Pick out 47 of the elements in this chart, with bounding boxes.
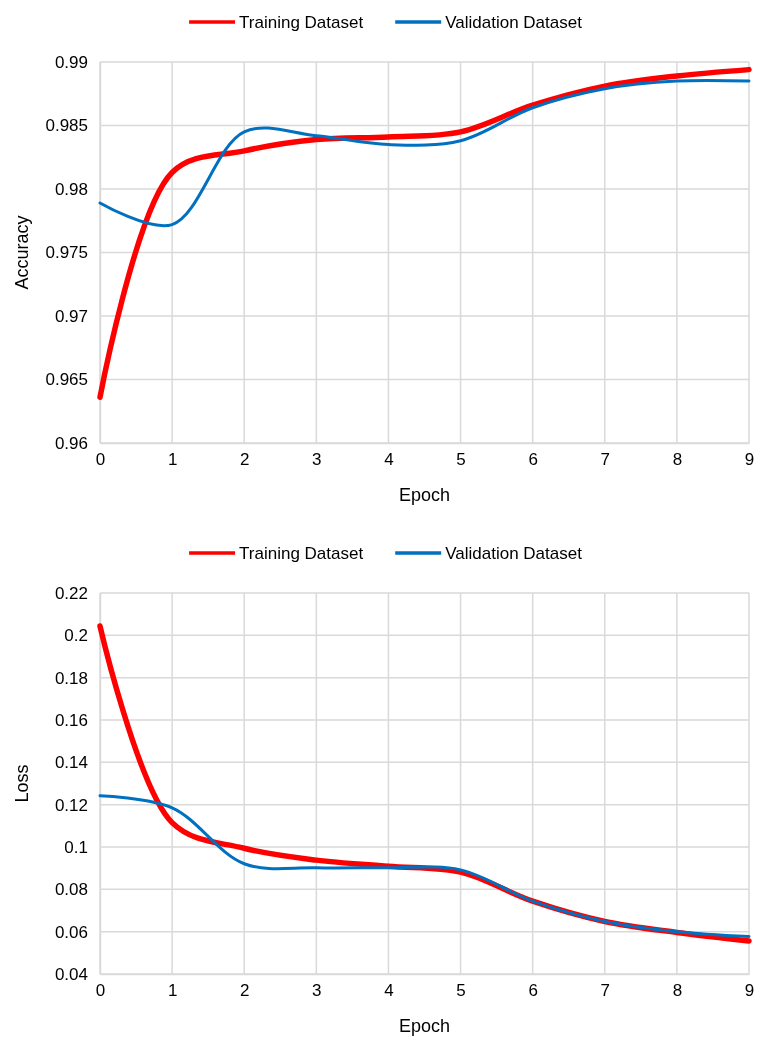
x-tick-label: 2	[239, 981, 250, 1001]
x-axis-title: Epoch	[398, 485, 451, 505]
y-tick-label: 0.965	[45, 370, 88, 390]
x-tick-label: 9	[744, 450, 755, 470]
y-axis-title: Accuracy	[12, 215, 32, 290]
x-tick-label: 8	[672, 981, 683, 1001]
x-tick-label: 3	[312, 981, 322, 1001]
line-series	[98, 79, 751, 228]
x-tick-label: 2	[239, 450, 250, 470]
y-tick-label: 0.1	[64, 837, 88, 857]
y-tick-label: 0.2	[64, 626, 88, 646]
x-tick-label: 5	[456, 450, 466, 470]
x-tick-label: 5	[456, 981, 466, 1001]
y-tick-label: 0.06	[54, 922, 88, 942]
x-axis-title: Epoch	[398, 1016, 451, 1036]
x-tick-label: 1	[167, 450, 178, 470]
y-tick-label: 0.22	[54, 583, 88, 603]
line-series	[98, 794, 751, 939]
y-tick-label: 0.975	[45, 243, 88, 263]
y-tick-label: 0.16	[54, 710, 88, 730]
x-tick-label: 7	[600, 450, 611, 470]
x-tick-label: 1	[167, 981, 178, 1001]
x-tick-label: 3	[312, 450, 322, 470]
x-tick-label: 4	[384, 450, 394, 470]
legend-label: Training Dataset	[239, 13, 364, 32]
x-tick-label: 0	[95, 450, 106, 470]
x-tick-label: 7	[600, 981, 611, 1001]
y-tick-label: 0.96	[54, 433, 88, 453]
x-tick-label: 8	[672, 450, 683, 470]
x-tick-label: 4	[384, 981, 394, 1001]
legend-label: Validation Dataset	[445, 544, 583, 563]
y-axis-title: Loss	[12, 764, 32, 803]
y-tick-label: 0.985	[45, 116, 88, 136]
legend-label: Training Dataset	[239, 544, 364, 563]
y-tick-label: 0.97	[54, 306, 88, 326]
x-tick-label: 6	[528, 981, 538, 1001]
x-tick-label: 0	[95, 981, 106, 1001]
x-tick-label: 9	[744, 981, 755, 1001]
legend-label: Validation Dataset	[445, 13, 583, 32]
y-tick-label: 0.04	[54, 964, 88, 984]
y-tick-label: 0.08	[54, 880, 88, 900]
y-tick-label: 0.14	[54, 753, 88, 773]
x-tick-label: 6	[528, 450, 538, 470]
y-tick-label: 0.12	[54, 795, 88, 815]
y-tick-label: 0.18	[54, 668, 88, 688]
y-tick-label: 0.99	[54, 52, 88, 72]
y-tick-label: 0.98	[54, 179, 88, 199]
